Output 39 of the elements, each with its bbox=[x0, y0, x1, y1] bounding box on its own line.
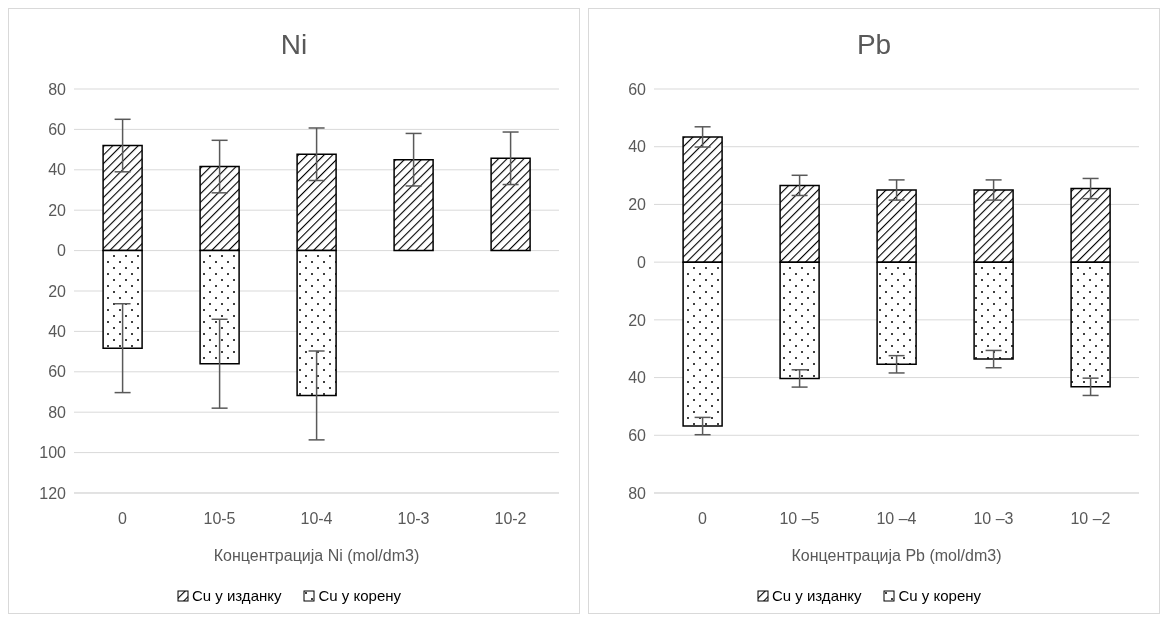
y-tick-label: 60 bbox=[48, 363, 67, 381]
legend-label: Cu у изданку bbox=[191, 587, 282, 604]
y-tick-label: 120 bbox=[39, 484, 67, 502]
bar bbox=[490, 157, 531, 252]
chart-title: Pb bbox=[855, 28, 893, 62]
x-tick-label: 10 –3 bbox=[973, 510, 1014, 528]
x-tick-label: 0 bbox=[698, 510, 708, 528]
y-tick-label: 20 bbox=[48, 282, 67, 300]
y-tick-label: 60 bbox=[628, 426, 647, 444]
bar bbox=[393, 158, 434, 252]
x-axis-title: Концентрација Pb (mol/dm3) bbox=[791, 547, 1002, 564]
y-tick-label: 40 bbox=[628, 369, 647, 387]
y-tick-label: 20 bbox=[628, 196, 647, 214]
y-tick-label: 100 bbox=[39, 444, 67, 462]
y-tick-label: 80 bbox=[628, 484, 647, 502]
x-tick-label: 10 –2 bbox=[1070, 510, 1111, 528]
x-tick-label: 10-5 bbox=[203, 510, 236, 528]
x-tick-label: 10-3 bbox=[397, 510, 430, 528]
y-tick-label: 20 bbox=[48, 201, 67, 219]
y-tick-label: 40 bbox=[628, 138, 647, 156]
x-tick-label: 10 –4 bbox=[876, 510, 917, 528]
x-tick-label: 10-4 bbox=[300, 510, 333, 528]
y-tick-label: 80 bbox=[48, 403, 67, 421]
x-tick-label: 10-2 bbox=[494, 510, 527, 528]
y-tick-label: 0 bbox=[57, 242, 67, 260]
y-tick-label: 20 bbox=[628, 311, 647, 329]
y-tick-label: 60 bbox=[48, 121, 67, 139]
legend-label: Cu у корену bbox=[318, 587, 402, 604]
y-tick-label: 40 bbox=[48, 161, 67, 179]
x-tick-label: 10 –5 bbox=[779, 510, 820, 528]
x-tick-label: 0 bbox=[118, 510, 128, 528]
y-tick-label: 40 bbox=[48, 323, 67, 341]
y-tick-label: 0 bbox=[637, 253, 647, 271]
x-axis-title: Концентрација Ni (mol/dm3) bbox=[213, 547, 420, 564]
y-tick-label: 60 bbox=[628, 80, 647, 98]
legend-label: Cu у корену bbox=[898, 587, 982, 604]
chart-title: Ni bbox=[279, 28, 309, 62]
y-tick-label: 80 bbox=[48, 80, 67, 98]
legend-label: Cu у изданку bbox=[771, 587, 862, 604]
